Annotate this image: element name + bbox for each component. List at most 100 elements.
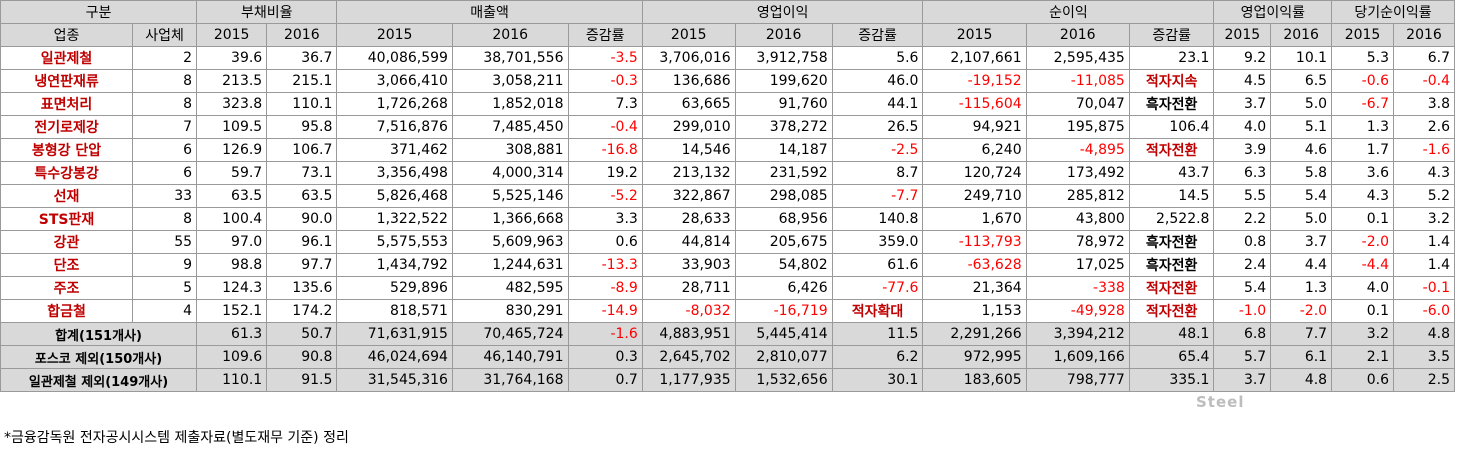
total-label: 일관제철 제외(149개사): [0, 368, 198, 392]
value-cell: -6.7: [1331, 92, 1394, 116]
value-cell: 70,047: [1025, 92, 1130, 116]
value-cell: 5.0: [1270, 207, 1333, 231]
table-row: 합금철 4 152.1 174.2 818,571 830,291 -14.9 -8,032-…: [0, 299, 1456, 323]
value-cell: 1,532,656: [734, 368, 833, 392]
value-cell: 0.1: [1331, 207, 1394, 231]
value-cell: 3.7: [1213, 368, 1272, 392]
value-cell: 91,760: [734, 92, 833, 116]
value-cell: 2.4: [1213, 253, 1272, 277]
subheader-cell: 2016: [266, 23, 338, 47]
value-cell: -2.0: [1270, 299, 1333, 323]
value-cell: 322,867: [641, 184, 736, 208]
value-cell: 106.7: [266, 138, 338, 162]
subheader-cell: 2016: [734, 23, 833, 47]
value-cell: 4,000,314: [451, 161, 569, 185]
value-cell: 4.0: [1213, 115, 1272, 139]
value-cell: 0.6: [567, 230, 643, 254]
value-cell: 299,010: [641, 115, 736, 139]
table-row: 단조 9 98.8 97.7 1,434,792 1,244,631 -13.3 33,903…: [0, 253, 1456, 277]
value-cell: 482,595: [451, 276, 569, 300]
value-cell: 2,107,661: [922, 46, 1027, 70]
table-row: 표면처리 8 323.8 110.1 1,726,268 1,852,018 7.3 63,6…: [0, 92, 1456, 116]
value-cell: -0.4: [567, 115, 643, 139]
value-cell: -113,793: [922, 230, 1027, 254]
footnote: *금융감독원 전자공시시스템 제출자료(별도재무 기준) 정리: [4, 430, 349, 446]
value-cell: 95.8: [266, 115, 338, 139]
value-cell: 5,575,553: [336, 230, 453, 254]
subheader-cell: 증감률: [567, 23, 643, 47]
total-label: 포스코 제외(150개사): [0, 345, 198, 369]
industry-name: 합금철: [0, 299, 134, 323]
value-cell: -13.3: [567, 253, 643, 277]
value-cell: 5.7: [1213, 345, 1272, 369]
value-cell: 100.4: [196, 207, 268, 231]
industry-name: 봉형강 단압: [0, 138, 134, 162]
value-cell: 61.6: [831, 253, 924, 277]
value-cell: 3,356,498: [336, 161, 453, 185]
value-cell: 30.1: [831, 368, 924, 392]
value-cell: 4.5: [1213, 69, 1272, 93]
value-cell: 1,322,522: [336, 207, 453, 231]
value-cell: -338: [1025, 276, 1130, 300]
value-cell: 1.3: [1270, 276, 1333, 300]
value-cell: 63.5: [266, 184, 338, 208]
header-row-top: 구분 부채비율 매출액 영업이익 순이익 영업이익률 당기순이익률: [0, 0, 1455, 24]
value-cell: 4.4: [1270, 253, 1333, 277]
industry-name: 특수강봉강: [0, 161, 134, 185]
value-cell: 972,995: [922, 345, 1027, 369]
value-cell: 7.3: [567, 92, 643, 116]
value-cell: -1.6: [567, 322, 643, 346]
value-cell: 44.1: [831, 92, 924, 116]
value-cell: 4.8: [1392, 322, 1456, 346]
value-cell: 3.7: [1213, 92, 1272, 116]
value-cell: 1,670: [922, 207, 1027, 231]
value-cell: -16,719: [734, 299, 833, 323]
value-cell: 63,665: [641, 92, 736, 116]
value-cell: 0.8: [1213, 230, 1272, 254]
value-cell: 8.7: [831, 161, 924, 185]
company-count: 9: [132, 253, 198, 277]
value-cell: 흑자전환: [1128, 253, 1215, 277]
value-cell: 2,595,435: [1025, 46, 1130, 70]
value-cell: 23.1: [1128, 46, 1215, 70]
value-cell: 33,903: [641, 253, 736, 277]
value-cell: 3,058,211: [451, 69, 569, 93]
value-cell: 98.8: [196, 253, 268, 277]
value-cell: 70,465,724: [451, 322, 569, 346]
header-operating-profit: 영업이익: [641, 0, 924, 24]
value-cell: 6.8: [1213, 322, 1272, 346]
value-cell: -4.4: [1331, 253, 1394, 277]
value-cell: 6.3: [1213, 161, 1272, 185]
subheader-cell: 2015: [196, 23, 268, 47]
value-cell: 28,711: [641, 276, 736, 300]
industry-name: 일관제철: [0, 46, 134, 70]
subheader-cell: 증감률: [1128, 23, 1215, 47]
value-cell: 6.2: [831, 345, 924, 369]
company-count: 6: [132, 161, 198, 185]
total-row: 합계(151개사) 61.3 50.7 71,631,915 70,465,724 -1.…: [0, 322, 1456, 346]
value-cell: -4,895: [1025, 138, 1130, 162]
value-cell: 2.5: [1392, 368, 1456, 392]
value-cell: 78,972: [1025, 230, 1130, 254]
value-cell: 21,364: [922, 276, 1027, 300]
value-cell: 44,814: [641, 230, 736, 254]
value-cell: 1,726,268: [336, 92, 453, 116]
value-cell: 3.3: [567, 207, 643, 231]
value-cell: 215.1: [266, 69, 338, 93]
value-cell: 2,645,702: [641, 345, 736, 369]
value-cell: 174.2: [266, 299, 338, 323]
value-cell: -77.6: [831, 276, 924, 300]
company-count: 6: [132, 138, 198, 162]
value-cell: 183,605: [922, 368, 1027, 392]
value-cell: -14.9: [567, 299, 643, 323]
subheader-cell: 2016: [451, 23, 569, 47]
value-cell: 1,244,631: [451, 253, 569, 277]
subheader-cell: 2015: [922, 23, 1027, 47]
value-cell: 31,545,316: [336, 368, 453, 392]
value-cell: 2,522.8: [1128, 207, 1215, 231]
value-cell: 140.8: [831, 207, 924, 231]
value-cell: 2.6: [1392, 115, 1456, 139]
industry-name: 주조: [0, 276, 134, 300]
value-cell: 195,875: [1025, 115, 1130, 139]
value-cell: 5.4: [1270, 184, 1333, 208]
